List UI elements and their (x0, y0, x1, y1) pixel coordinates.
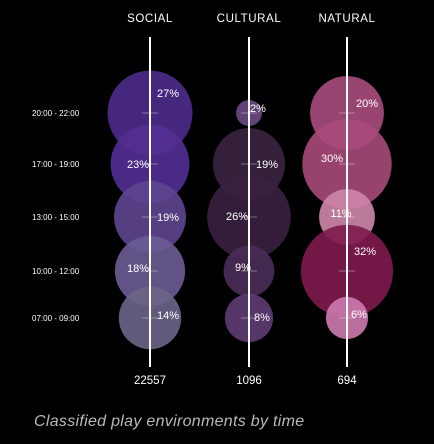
time-slot-label-2: 13:00 - 15:00 (32, 213, 80, 222)
bubble-label-natural-2: 11% (330, 208, 351, 220)
time-slot-label-3: 10:00 - 12:00 (32, 267, 80, 276)
bubble-label-natural-1: 30% (321, 153, 343, 165)
bubble-label-cultural-2: 26% (226, 211, 248, 223)
column-header-natural: NATURAL (318, 13, 375, 25)
column-total-natural: 694 (337, 375, 357, 387)
bubble-label-cultural-4: 8% (254, 312, 270, 324)
column-header-social: SOCIAL (127, 13, 173, 25)
bubble-label-social-0: 27% (157, 88, 179, 100)
chart-caption: Classified play environments by time (34, 413, 305, 430)
time-slot-label-4: 07:00 - 09:00 (32, 314, 80, 323)
bubble-label-cultural-3: 9% (235, 262, 251, 274)
column-total-cultural: 1096 (236, 375, 262, 387)
bubble-label-social-1: 23% (127, 159, 149, 171)
bubble-label-natural-4: 6% (351, 309, 367, 321)
bubble-label-social-4: 14% (157, 310, 179, 322)
time-slot-label-1: 17:00 - 19:00 (32, 160, 80, 169)
bubble-label-social-2: 19% (157, 212, 179, 224)
bubble-label-cultural-1: 19% (256, 159, 278, 171)
bubble-chart: SOCIAL 27% 23% 19% 18% 14% 22557 CULTURAL 2% 19% 2… (32, 13, 394, 387)
column-header-cultural: CULTURAL (217, 13, 282, 25)
bubble-label-natural-0: 20% (356, 98, 378, 110)
bubble-label-cultural-0: 2% (250, 103, 266, 115)
bubble-label-social-3: 18% (127, 263, 149, 275)
time-slot-label-0: 20:00 - 22:00 (32, 109, 80, 118)
bubble-label-natural-3: 32% (354, 246, 376, 258)
column-total-social: 22557 (134, 375, 166, 387)
